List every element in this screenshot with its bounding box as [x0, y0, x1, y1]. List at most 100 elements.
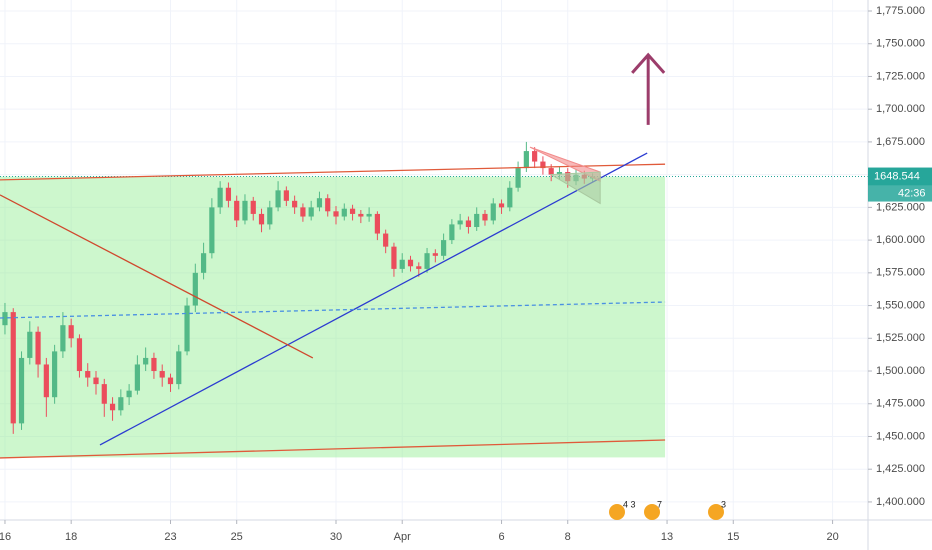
candle-body — [76, 338, 83, 372]
candle-body — [399, 259, 405, 269]
candle-body — [548, 168, 554, 175]
candle-body — [424, 253, 430, 269]
trend-line — [0, 301, 666, 319]
countdown-label: 42:36 — [898, 187, 926, 199]
candle-body — [176, 351, 182, 385]
y-tick-label: 1,550.000 — [876, 299, 925, 311]
candle-body — [449, 224, 455, 241]
candle-body — [383, 233, 389, 247]
y-tick-label: 1,525.000 — [876, 332, 925, 344]
candle-body — [109, 403, 116, 411]
x-tick-label: 20 — [826, 531, 838, 543]
candle-body — [374, 213, 380, 234]
x-tick-label: 25 — [231, 531, 243, 543]
y-tick-label: 1,425.000 — [876, 463, 925, 475]
candle-body — [474, 213, 480, 228]
countdown-badge — [868, 185, 932, 202]
candle-body — [556, 172, 563, 175]
x-tick-label: 6 — [498, 531, 504, 543]
candle-body — [151, 357, 157, 372]
candle-body — [482, 213, 488, 221]
candle-body — [349, 208, 356, 214]
candle-body — [101, 384, 107, 404]
x-tick-label: 23 — [164, 531, 176, 543]
y-tick-label: 1,475.000 — [876, 398, 925, 410]
candle-body — [308, 207, 314, 217]
y-tick-label: 1,725.000 — [876, 70, 925, 82]
x-tick-label: 15 — [727, 531, 739, 543]
candle-body — [490, 203, 496, 221]
candle-body — [35, 331, 41, 365]
candle-body — [325, 198, 331, 212]
range-zone — [0, 176, 666, 458]
y-tick-label: 1,750.000 — [876, 38, 925, 50]
candle-body — [2, 312, 8, 326]
x-tick-label: 18 — [65, 531, 77, 543]
candle-body — [498, 203, 505, 208]
candle-body — [126, 390, 132, 398]
last-price-badge — [868, 167, 932, 186]
candle-body — [358, 213, 364, 217]
y-tick-label: 1,775.000 — [876, 5, 925, 17]
candle-body — [184, 305, 190, 352]
candle-body — [234, 200, 240, 221]
y-tick-label: 1,675.000 — [876, 136, 925, 148]
candle-body — [341, 208, 347, 217]
candle-body — [200, 253, 207, 273]
candle-body — [441, 240, 447, 256]
candle-body — [391, 246, 397, 269]
candle-body — [209, 207, 215, 254]
trend-line — [0, 439, 666, 459]
candle-body — [465, 220, 472, 228]
y-tick-label: 1,625.000 — [876, 201, 925, 213]
candle-body — [143, 357, 149, 365]
candle-body — [27, 331, 33, 358]
x-tick-label: 16 — [0, 531, 11, 543]
x-tick-label: 13 — [661, 531, 673, 543]
event-count: 3 — [721, 499, 726, 509]
candle-body — [60, 325, 66, 352]
y-tick-label: 1,575.000 — [876, 267, 925, 279]
candle-body — [432, 253, 438, 256]
trend-line — [99, 152, 648, 446]
candle-body — [292, 200, 298, 208]
candle-body — [515, 168, 521, 188]
candle-body — [225, 187, 232, 201]
candle-body — [316, 198, 323, 208]
y-tick-label: 1,450.000 — [876, 430, 925, 442]
candle-body — [68, 325, 74, 339]
candle-body — [258, 213, 265, 225]
candle-body — [407, 259, 414, 267]
candle-body — [167, 377, 174, 385]
candle-body — [85, 371, 91, 378]
candle-body — [93, 377, 99, 385]
candle-body — [283, 190, 289, 201]
candle-body — [43, 364, 49, 398]
x-tick-label: 30 — [330, 531, 342, 543]
y-tick-label: 1,400.000 — [876, 496, 925, 508]
candle-body — [159, 371, 165, 378]
candle-body — [217, 187, 223, 208]
y-tick-label: 1,500.000 — [876, 365, 925, 377]
last-price-label: 1648.544 — [874, 170, 920, 182]
candle-body — [267, 207, 273, 225]
candle-body — [250, 200, 256, 214]
candle-body — [416, 266, 422, 269]
candle-body — [275, 190, 281, 208]
candle-body — [532, 151, 538, 162]
candle-body — [52, 351, 58, 398]
candle-body — [366, 213, 372, 217]
candle-body — [242, 200, 248, 221]
event-icon — [644, 504, 660, 520]
y-tick-label: 1,700.000 — [876, 103, 925, 115]
x-tick-label: 8 — [565, 531, 571, 543]
arrow — [631, 52, 666, 125]
candle-body — [300, 207, 306, 217]
candle-body — [134, 364, 140, 391]
candle-body — [333, 211, 339, 217]
trend-line — [0, 163, 666, 181]
event-icon — [609, 504, 625, 520]
trend-line — [0, 194, 314, 359]
candle-body — [10, 312, 16, 424]
